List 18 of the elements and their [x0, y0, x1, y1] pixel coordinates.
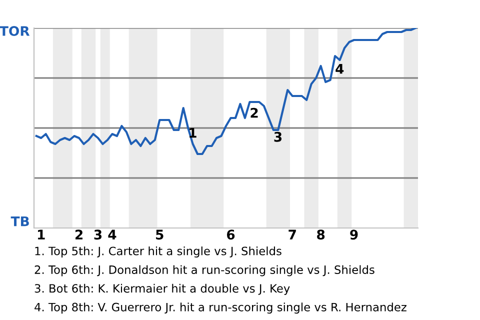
- x-tick-label: 6: [226, 230, 235, 240]
- x-tick-label: 9: [350, 230, 358, 240]
- text: 1. Top 5th: J. Carter hit a single vs J. Shields: [35, 246, 282, 258]
- text: TB: [10, 216, 29, 226]
- x-tick-label: 3: [94, 230, 102, 240]
- annotation: 2: [250, 108, 258, 118]
- x-tick-label: 5: [156, 230, 164, 240]
- x-tick-label: 1: [38, 230, 45, 240]
- annotation: 3: [274, 132, 282, 142]
- x-tick-label: 2: [75, 230, 82, 240]
- x-tick-label: 7: [288, 230, 296, 240]
- text: 3. Bot 6th: K. Kiermaier hit a double vs J. Key: [34, 284, 290, 295]
- annotation: 4: [336, 64, 344, 74]
- text: 4. Top 8th: V. Guerrero Jr. hit a run-scoring single vs R. Hernandez: [34, 302, 406, 314]
- text: TOR: [0, 26, 30, 36]
- x-tick-label: 8: [317, 230, 325, 240]
- text: 2. Top 6th: J. Donaldson hit a run-scoring single vs J. Shields: [34, 265, 374, 276]
- x-tick-label: 4: [108, 230, 116, 240]
